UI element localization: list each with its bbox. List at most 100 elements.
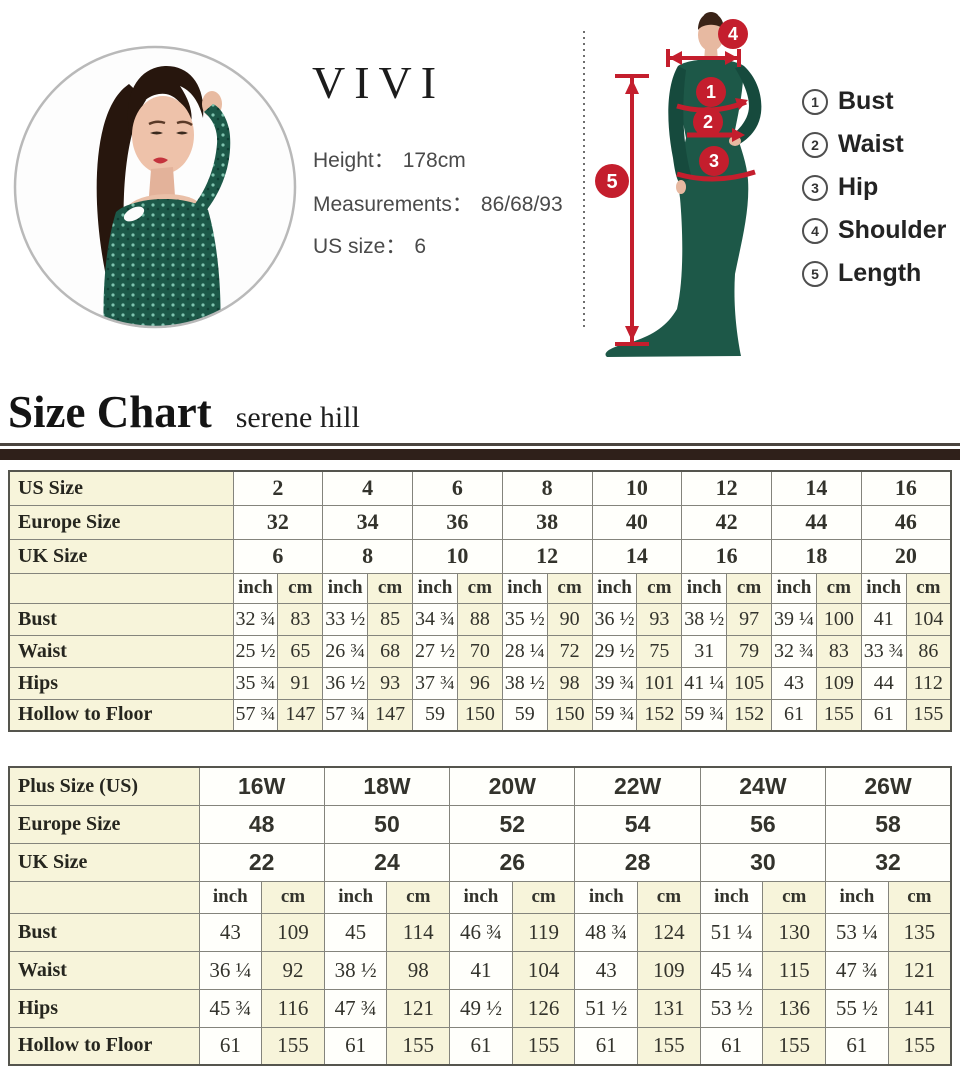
size-value-cell: 14: [771, 470, 862, 506]
row-label-cell: Europe Size: [8, 504, 234, 540]
unit-inch-cell: inch: [198, 880, 263, 914]
legend-label: Length: [838, 259, 922, 287]
inch-value-cell: 61: [825, 1026, 889, 1066]
size-value-cell: 18W: [323, 766, 451, 806]
row-label-cell: Hips: [8, 666, 234, 700]
inch-value-cell: 33 ½: [322, 602, 369, 636]
inch-value-cell: 35 ½: [501, 602, 548, 636]
marker-3: 3: [709, 151, 719, 171]
unit-cm-cell: cm: [546, 572, 593, 604]
inch-value-cell: 36 ¼: [198, 950, 263, 990]
unit-cm-cell: cm: [636, 572, 683, 604]
unit-cm-cell: cm: [762, 880, 827, 914]
size-value-cell: 22: [198, 842, 325, 882]
section-title: Size Chart: [8, 387, 212, 437]
cm-value-cell: 115: [762, 950, 827, 990]
cm-value-cell: 114: [386, 912, 451, 952]
legend-label: Hip: [838, 173, 879, 201]
size-header-row: UK Size 6 8 10 12 14 16 18 20: [8, 538, 952, 574]
inch-value-cell: 41: [449, 950, 513, 990]
unit-cm-cell: cm: [456, 572, 503, 604]
cm-value-cell: 98: [546, 666, 593, 700]
inch-value-cell: 43: [198, 912, 263, 952]
size-value-cell: 20: [860, 538, 952, 574]
model-hair-top: [127, 65, 204, 132]
size-value-cell: 16W: [198, 766, 325, 806]
inch-value-cell: 38 ½: [501, 666, 548, 700]
cm-value-cell: 130: [762, 912, 827, 952]
unit-inch-cell: inch: [449, 880, 513, 914]
size-value-cell: 12: [501, 538, 593, 574]
unit-cm-cell: cm: [726, 572, 772, 604]
inch-value-cell: 61: [771, 698, 817, 732]
unit-cm-cell: cm: [386, 880, 451, 914]
cm-value-cell: 83: [815, 634, 862, 668]
size-value-cell: 26: [449, 842, 576, 882]
measurements-label: Measurements：: [313, 193, 473, 216]
size-value-cell: 42: [681, 504, 772, 540]
size-value-cell: 52: [449, 804, 576, 844]
size-value-cell: 24W: [699, 766, 827, 806]
measurement-row: Hollow to Floor 61 155 61 155 61 155 61 155 61 155…: [8, 1026, 952, 1066]
unit-cm-cell: cm: [367, 572, 413, 604]
inch-value-cell: 32 ¾: [232, 602, 279, 636]
row-label-cell: UK Size: [8, 538, 234, 574]
cm-value-cell: 155: [887, 1026, 952, 1066]
size-value-cell: 24: [323, 842, 451, 882]
size-value-cell: 50: [323, 804, 451, 844]
measurement-row: Hollow to Floor 57 ¾ 147 57 ¾ 147 59 150 59 150 5…: [8, 698, 952, 732]
model-face: [132, 96, 194, 174]
row-label-cell: Hips: [8, 988, 200, 1028]
unit-inch-cell: inch: [501, 572, 548, 604]
unit-inch-cell: inch: [699, 880, 764, 914]
unit-inch-cell: inch: [574, 880, 639, 914]
measurement-row: Bust 32 ¾ 83 33 ½ 85 34 ¾ 88 35 ½ 90 36 ½ 93 38 ½ 97…: [8, 602, 952, 636]
inch-value-cell: 51 ½: [574, 988, 639, 1028]
size-header-row: Europe Size 32 34 36 38 40 42 44 46: [8, 504, 952, 540]
cm-value-cell: 141: [887, 988, 952, 1028]
measurement-row: Waist 36 ¼ 92 38 ½ 98 41 104 43 109 45 ¼ 115 47 ¾ 12…: [8, 950, 952, 990]
section-subtitle: serene hill: [235, 401, 360, 434]
cm-value-cell: 104: [905, 602, 952, 636]
cm-value-cell: 72: [546, 634, 593, 668]
size-header-row: Europe Size 48 50 52 54 56 58: [8, 804, 952, 844]
row-label-cell: Waist: [8, 950, 200, 990]
inch-value-cell: 59 ¾: [591, 698, 638, 732]
legend-label: Bust: [838, 87, 894, 115]
inch-value-cell: 25 ½: [232, 634, 279, 668]
model-us-size: US size： 6: [313, 230, 426, 260]
inch-value-cell: 28 ¼: [501, 634, 548, 668]
inch-value-cell: 36 ½: [591, 602, 638, 636]
height-value: 178cm: [402, 149, 466, 172]
size-value-cell: 18: [771, 538, 862, 574]
unit-cm-cell: cm: [887, 880, 952, 914]
inch-value-cell: 59 ¾: [681, 698, 728, 732]
size-value-cell: 40: [591, 504, 683, 540]
row-label-cell: [8, 572, 234, 604]
size-chart-header: Size Chart serene hill: [0, 386, 960, 438]
unit-row: inch cm inch cm inch cm inch cm inch cm inch cm: [8, 880, 952, 914]
legend-label: Waist: [838, 130, 904, 158]
brand-title: VIVI: [312, 57, 446, 108]
legend-item-length: 5 Length: [802, 252, 946, 295]
size-value-cell: 6: [412, 470, 503, 506]
cm-value-cell: 79: [726, 634, 772, 668]
size-value-cell: 38: [501, 504, 593, 540]
inch-value-cell: 33 ¾: [860, 634, 907, 668]
size-value-cell: 56: [699, 804, 827, 844]
size-value-cell: 12: [681, 470, 772, 506]
size-header-row: Plus Size (US) 16W 18W 20W 22W 24W 26W: [8, 766, 952, 806]
circled-number-icon: 5: [802, 260, 828, 287]
header-rule-thin: [0, 443, 960, 446]
cm-value-cell: 100: [815, 602, 862, 636]
inch-value-cell: 38 ½: [681, 602, 728, 636]
measurement-legend: 1 Bust 2 Waist 3 Hip 4 Shoulder 5 Length: [802, 80, 946, 295]
unit-cm-cell: cm: [511, 880, 576, 914]
inch-value-cell: 61: [574, 1026, 639, 1066]
inch-value-cell: 35 ¾: [232, 666, 279, 700]
size-value-cell: 36: [412, 504, 503, 540]
circled-number-icon: 1: [802, 88, 828, 115]
model-portrait-svg: [13, 45, 297, 329]
